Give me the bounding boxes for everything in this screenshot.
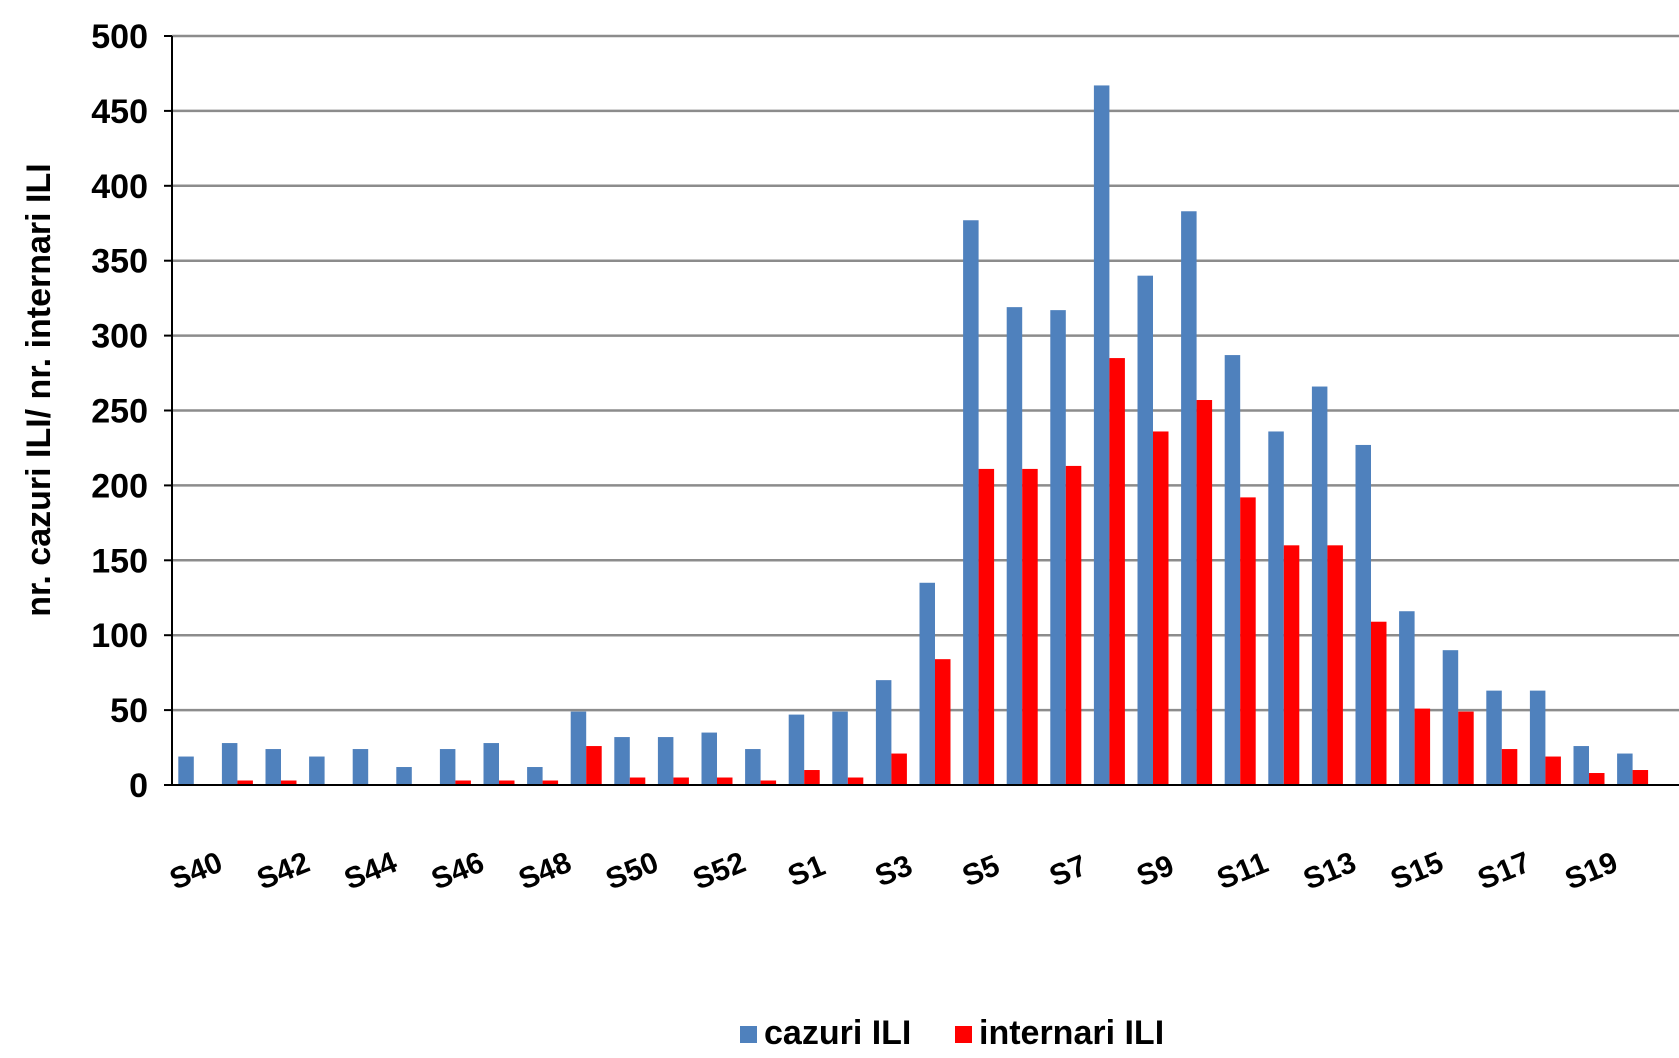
bar-cazuri-S14 xyxy=(1355,444,1371,785)
bar-cazuri-S7 xyxy=(1050,310,1066,785)
bar-cazuri-S4 xyxy=(919,582,935,785)
y-tick-label: 400 xyxy=(91,168,148,206)
bar-internari-S19 xyxy=(1589,773,1605,785)
bar-cazuri-S44 xyxy=(352,749,369,785)
bar-internari-S10 xyxy=(1196,400,1213,785)
bar-cazuri-S48 xyxy=(527,767,543,785)
bar-internari-S18 xyxy=(1545,756,1561,785)
bar-cazuri-S2 xyxy=(832,711,848,785)
bars xyxy=(178,85,1649,786)
bar-cazuri-S40 xyxy=(178,756,194,785)
bar-internari-S2 xyxy=(847,777,864,785)
bar-internari-S14 xyxy=(1371,621,1387,785)
bar-internari-S20 xyxy=(1632,770,1649,785)
legend-swatch-internari xyxy=(955,1026,972,1043)
bar-internari-S53 xyxy=(760,780,777,785)
bar-cazuri-S19 xyxy=(1573,746,1589,785)
bar-internari-S5 xyxy=(978,468,995,785)
y-axis-ticks: 0 50 100 150 200 250 300 350 400 450 500 xyxy=(91,18,172,805)
bar-internari-S3 xyxy=(891,753,907,785)
bar-internari-S49 xyxy=(586,746,602,785)
bar-internari-S16 xyxy=(1458,711,1474,785)
bar-internari-S47 xyxy=(499,780,515,785)
bar-cazuri-S41 xyxy=(221,743,238,785)
bar-internari-S46 xyxy=(455,780,471,785)
y-tick-label: 300 xyxy=(91,318,148,356)
bar-cazuri-S42 xyxy=(265,749,281,785)
bar-internari-S51 xyxy=(673,777,689,785)
bar-internari-S11 xyxy=(1240,497,1256,785)
bar-cazuri-S8 xyxy=(1093,85,1110,785)
bar-cazuri-S13 xyxy=(1311,386,1328,785)
bar-cazuri-S3 xyxy=(875,680,892,785)
bar-cazuri-S20 xyxy=(1617,753,1633,785)
bar-internari-S50 xyxy=(629,777,646,785)
legend: cazuri ILI internari ILI xyxy=(740,1014,1164,1052)
bar-internari-S15 xyxy=(1414,708,1431,785)
y-tick-label: 50 xyxy=(110,692,148,730)
y-tick-label: 350 xyxy=(91,243,148,281)
bar-internari-S9 xyxy=(1153,431,1169,785)
bar-cazuri-S46 xyxy=(439,749,456,785)
legend-swatch-cazuri xyxy=(740,1026,757,1043)
legend-label-cazuri: cazuri ILI xyxy=(764,1014,911,1052)
bar-internari-S7 xyxy=(1065,465,1082,785)
bar-internari-S48 xyxy=(542,780,559,785)
bar-cazuri-S53 xyxy=(745,749,761,785)
bar-internari-S42 xyxy=(281,780,297,785)
bar-cazuri-S51 xyxy=(657,737,674,785)
bar-internari-S52 xyxy=(717,777,733,785)
bar-internari-S1 xyxy=(804,770,820,785)
bar-cazuri-S9 xyxy=(1137,275,1153,785)
bar-internari-S41 xyxy=(237,780,253,785)
legend-label-internari: internari ILI xyxy=(979,1014,1164,1052)
y-tick-label: 250 xyxy=(91,393,148,431)
y-tick-label: 450 xyxy=(91,93,148,131)
bar-cazuri-S6 xyxy=(1006,307,1023,785)
bar-cazuri-S47 xyxy=(483,743,499,785)
bar-cazuri-S1 xyxy=(788,714,805,785)
bar-cazuri-S5 xyxy=(963,220,979,785)
bar-cazuri-S50 xyxy=(614,737,630,785)
bar-cazuri-S17 xyxy=(1486,690,1502,785)
bar-cazuri-S49 xyxy=(570,711,587,785)
bar-cazuri-S52 xyxy=(701,732,717,785)
bar-internari-S6 xyxy=(1022,468,1038,785)
bar-internari-S17 xyxy=(1501,749,1518,785)
bar-cazuri-S10 xyxy=(1181,211,1197,786)
y-tick-label: 500 xyxy=(91,18,148,56)
bar-cazuri-S15 xyxy=(1399,611,1415,785)
bar-cazuri-S18 xyxy=(1529,690,1546,785)
y-tick-label: 0 xyxy=(129,767,148,805)
bar-cazuri-S45 xyxy=(396,767,412,785)
y-tick-label: 100 xyxy=(91,617,148,655)
bar-cazuri-S12 xyxy=(1268,431,1284,785)
bar-internari-S13 xyxy=(1327,545,1343,785)
gridlines xyxy=(172,34,1679,712)
bar-cazuri-S11 xyxy=(1224,355,1241,785)
bar-cazuri-S43 xyxy=(309,756,325,785)
y-tick-label: 150 xyxy=(91,542,148,580)
y-axis-label: nr. cazuri ILI/ nr. internari ILI xyxy=(20,163,58,616)
bar-internari-S8 xyxy=(1109,358,1125,785)
bar-internari-S4 xyxy=(935,659,951,785)
bar-cazuri-S16 xyxy=(1442,650,1459,785)
bar-internari-S12 xyxy=(1283,545,1300,785)
y-tick-label: 200 xyxy=(91,467,148,505)
axes xyxy=(171,36,1679,786)
